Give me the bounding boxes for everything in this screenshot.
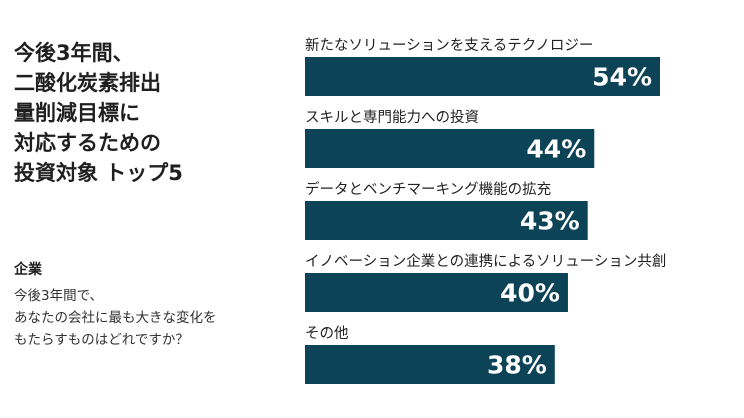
bar	[305, 273, 568, 312]
title-line-2: 二酸化炭素排出	[14, 71, 161, 95]
survey-question: 今後3年間で、 あなたの会社に最も大きな変化を もたらすものはどれですか？	[14, 285, 299, 351]
bar	[305, 129, 595, 168]
bar	[305, 201, 588, 240]
value-label: 44%	[526, 135, 586, 164]
value-label: 43%	[520, 207, 580, 236]
value-label: 38%	[487, 351, 547, 380]
title-line-4: 対応するための	[14, 131, 161, 155]
title-line-3: 量削減目標に	[14, 101, 140, 125]
category-label: データとベンチマーキング機能の拡充	[305, 180, 551, 198]
category-label: スキルと専門能力への投資	[305, 109, 479, 126]
bar	[305, 345, 555, 384]
bar	[305, 57, 660, 96]
category-label: 新たなソリューションを支えるテクノロジー	[305, 37, 593, 54]
chart-title: 今後3年間、 二酸化炭素排出 量削減目標に 対応するための 投資対象 トップ5	[14, 38, 294, 188]
value-label: 40%	[500, 279, 560, 308]
question-line-1: 今後3年間で、	[14, 288, 104, 304]
segment-label: 企業	[14, 262, 42, 278]
question-line-2: あなたの会社に最も大きな変化を	[14, 310, 217, 326]
question-line-3: もたらすものはどれですか？	[14, 332, 189, 348]
category-label: その他	[305, 325, 349, 342]
title-line-1: 今後3年間、	[14, 41, 134, 65]
title-line-5: 投資対象 トップ5	[14, 161, 183, 185]
category-label: イノベーション企業との連携によるソリューション共創	[305, 252, 666, 270]
value-label: 54%	[592, 63, 652, 92]
